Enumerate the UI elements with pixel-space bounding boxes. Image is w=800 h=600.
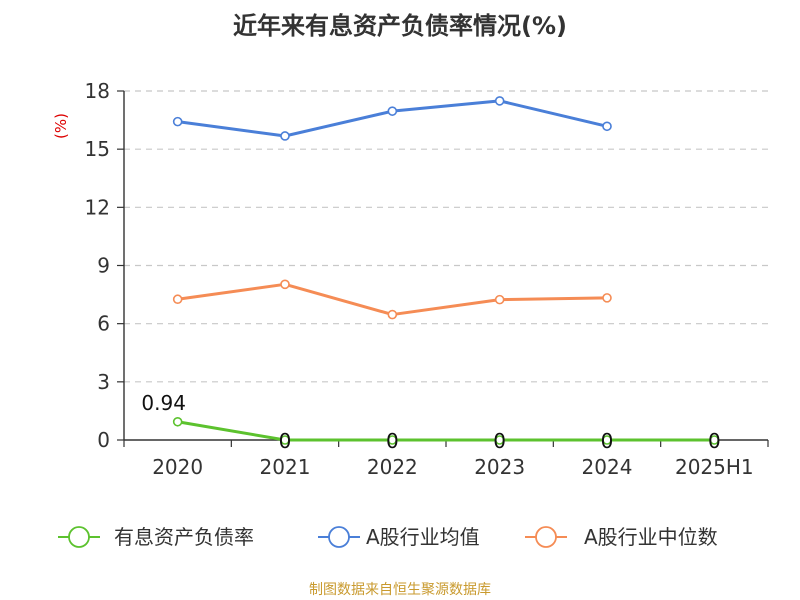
x-tick-label: 2022 <box>367 455 418 479</box>
data-point <box>387 106 398 116</box>
data-point <box>280 435 290 445</box>
data-point <box>494 435 505 445</box>
x-tick-label: 2020 <box>152 455 203 479</box>
x-tick-label: 2021 <box>260 455 311 479</box>
legend-marker-icon <box>535 526 557 548</box>
data-label: 0 <box>386 429 399 453</box>
y-axis-unit-label: (%) <box>52 113 70 139</box>
data-point <box>602 293 612 303</box>
y-tick-label: 6 <box>97 312 110 336</box>
y-tick-label: 12 <box>85 195 110 219</box>
y-tick-label: 9 <box>97 254 110 278</box>
data-label: 0 <box>601 429 614 453</box>
axes: 0 3 6 9 12 15 18 2020 2021 2022 2023 2024 2025H1 <box>85 79 769 479</box>
data-point <box>494 294 505 305</box>
data-point <box>387 309 398 320</box>
data-labels: 0.94 0 0 0 0 0 <box>141 391 720 453</box>
legend: 有息资产负债率 A股行业均值 A股行业中位数 <box>58 525 718 549</box>
legend-marker-icon <box>328 526 350 548</box>
source-note: 制图数据来自恒生聚源数据库 <box>309 582 491 598</box>
data-point <box>709 435 720 445</box>
y-tick-label: 18 <box>85 79 110 103</box>
data-point <box>172 294 183 305</box>
legend-item-label: A股行业均值 <box>366 525 480 549</box>
x-tick-label: 2025H1 <box>675 455 754 479</box>
data-point <box>280 279 290 290</box>
data-point <box>172 116 183 127</box>
x-tick-label: 2024 <box>582 455 633 479</box>
legend-item-label: A股行业中位数 <box>584 525 718 549</box>
data-point <box>387 435 398 445</box>
chart-title: 近年来有息资产负债率情况(%) <box>233 12 567 40</box>
data-point <box>602 435 612 445</box>
legend-marker-icon <box>68 526 90 548</box>
series-line-0 <box>177 420 715 442</box>
data-label: 0.94 <box>141 391 186 415</box>
series-lines <box>172 96 720 445</box>
y-tick-label: 0 <box>97 428 110 452</box>
y-tick-label: 15 <box>85 137 110 161</box>
data-label: 0 <box>279 429 292 453</box>
x-tick-label: 2023 <box>474 455 525 479</box>
data-point <box>280 131 290 141</box>
grid-lines <box>124 90 768 383</box>
data-point <box>494 96 505 106</box>
legend-item-label: 有息资产负债率 <box>114 525 254 549</box>
data-point <box>602 121 612 132</box>
series-line-1 <box>177 99 608 138</box>
data-label: 0 <box>493 429 506 453</box>
data-label: 0 <box>708 429 721 453</box>
data-point <box>172 416 183 427</box>
y-tick-label: 3 <box>97 370 110 394</box>
